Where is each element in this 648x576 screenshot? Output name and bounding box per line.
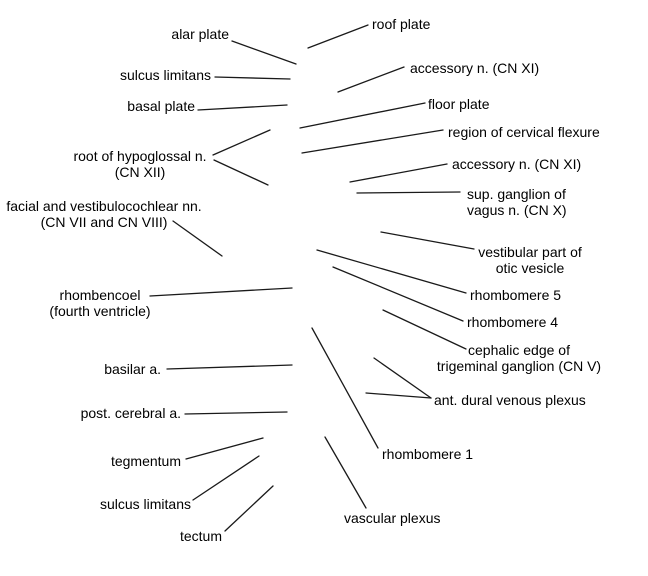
leader-line-post-cerebral-a	[184, 411, 288, 415]
label-text-line: otic vesicle	[495, 260, 565, 276]
label-tectum: tectum	[180, 528, 222, 544]
label-text-line: basilar a.	[104, 361, 161, 377]
leader-line-tectum	[224, 485, 274, 532]
leader-line-rhombomere-5	[316, 249, 467, 294]
label-text-line: trigeminal ganglion (CN V)	[436, 358, 602, 374]
label-tegmentum: tegmentum	[111, 453, 181, 469]
leader-line-basilar-a	[166, 364, 293, 370]
leader-line-root-of-hypoglossal-n	[212, 129, 271, 156]
label-sup-ganglion-vagus: sup. ganglion of vagus n. (CN X)	[467, 186, 567, 218]
label-text-line: facial and vestibulocochlear nn.	[6, 198, 202, 214]
label-vascular-plexus: vascular plexus	[344, 510, 441, 526]
leader-line-alar-plate	[231, 40, 297, 65]
leader-line-tegmentum	[185, 437, 264, 460]
label-sulcus-limitans-bottom: sulcus limitans	[100, 496, 191, 512]
label-text-line: post. cerebral a.	[80, 405, 181, 421]
label-text-line: accessory n. (CN XI)	[410, 60, 540, 76]
label-alar-plate: alar plate	[171, 26, 229, 42]
label-text-line: vascular plexus	[344, 510, 441, 526]
leader-line-rhombencoel	[149, 287, 293, 297]
leader-line-roof-plate	[307, 24, 369, 49]
label-text-line: alar plate	[171, 26, 229, 42]
leader-line-rhombomere-1	[311, 327, 379, 449]
leader-line-floor-plate	[299, 102, 426, 129]
label-text-line: roof plate	[372, 16, 431, 32]
label-text-line: tectum	[179, 528, 222, 544]
leader-line-ant-dural-venous-plexus	[365, 392, 432, 399]
label-text-line: vagus n. (CN X)	[467, 202, 567, 218]
label-text-line: floor plate	[428, 96, 490, 112]
label-text-line: root of hypoglossal n.	[73, 148, 207, 164]
label-region-of-cervical-flexure: region of cervical flexure	[448, 124, 600, 140]
label-text-line: rhombencoel	[59, 287, 141, 303]
label-text-line: vestibular part of	[478, 244, 582, 260]
label-text-line: rhombomere 1	[382, 446, 474, 462]
leader-line-accessory-n-lower	[349, 163, 448, 183]
label-basilar-a: basilar a.	[104, 361, 161, 377]
label-text-line: sup. ganglion of	[467, 186, 566, 202]
label-roof-plate: roof plate	[372, 16, 430, 32]
label-text-line: (fourth ventricle)	[49, 303, 151, 319]
leader-line-accessory-n-upper	[337, 66, 405, 93]
label-accessory-n-lower: accessory n. (CN XI)	[452, 156, 581, 172]
leader-line-vascular-plexus	[324, 436, 367, 509]
leader-line-sulcus-limitans-top	[214, 76, 291, 80]
label-text-line: tegmentum	[110, 453, 181, 469]
leader-line-region-of-cervical-flexure	[301, 129, 444, 154]
leader-line-root-of-hypoglossal-n	[213, 159, 269, 186]
label-text-line: accessory n. (CN XI)	[452, 156, 582, 172]
label-text-line: basal plate	[127, 98, 195, 114]
label-text-line: cephalic edge of	[468, 342, 570, 358]
label-floor-plate: floor plate	[428, 96, 489, 112]
label-text-line: region of cervical flexure	[448, 124, 600, 140]
leader-line-ant-dural-venous-plexus	[373, 357, 432, 399]
label-vestibular-otic-vesicle: vestibular part of otic vesicle	[478, 244, 582, 276]
leader-line-rhombomere-4	[332, 266, 464, 322]
label-text-line: rhombomere 5	[470, 287, 562, 303]
label-facial-vestibulocochlear-nn: facial and vestibulocochlear nn. (CN VII …	[6, 198, 201, 230]
label-text-line: ant. dural venous plexus	[434, 392, 586, 408]
label-basal-plate: basal plate	[127, 98, 195, 114]
leader-line-sup-ganglion-vagus	[356, 191, 461, 194]
label-text-line: sulcus limitans	[99, 496, 191, 512]
label-text-line: (CN XII)	[114, 164, 166, 180]
label-cephalic-edge-trigeminal: cephalic edge of trigeminal ganglion (CN …	[437, 342, 601, 374]
label-rhombomere-4: rhombomere 4	[467, 314, 558, 330]
label-root-of-hypoglossal-n: root of hypoglossal n. (CN XII)	[73, 148, 206, 180]
label-accessory-n-upper: accessory n. (CN XI)	[410, 60, 539, 76]
label-sulcus-limitans-top: sulcus limitans	[120, 67, 211, 83]
label-rhombomere-1: rhombomere 1	[382, 446, 473, 462]
leader-line-sulcus-limitans-bottom	[192, 455, 260, 501]
label-rhombencoel: rhombencoel (fourth ventricle)	[49, 287, 150, 319]
label-rhombomere-5: rhombomere 5	[470, 287, 561, 303]
leader-line-vestibular-otic-vesicle	[380, 231, 475, 250]
label-post-cerebral-a: post. cerebral a.	[81, 405, 181, 421]
label-text-line: sulcus limitans	[119, 67, 211, 83]
leader-line-basal-plate	[197, 104, 288, 111]
label-text-line: (CN VII and CN VIII)	[40, 214, 168, 230]
label-text-line: rhombomere 4	[467, 314, 559, 330]
label-ant-dural-venous-plexus: ant. dural venous plexus	[434, 392, 586, 408]
